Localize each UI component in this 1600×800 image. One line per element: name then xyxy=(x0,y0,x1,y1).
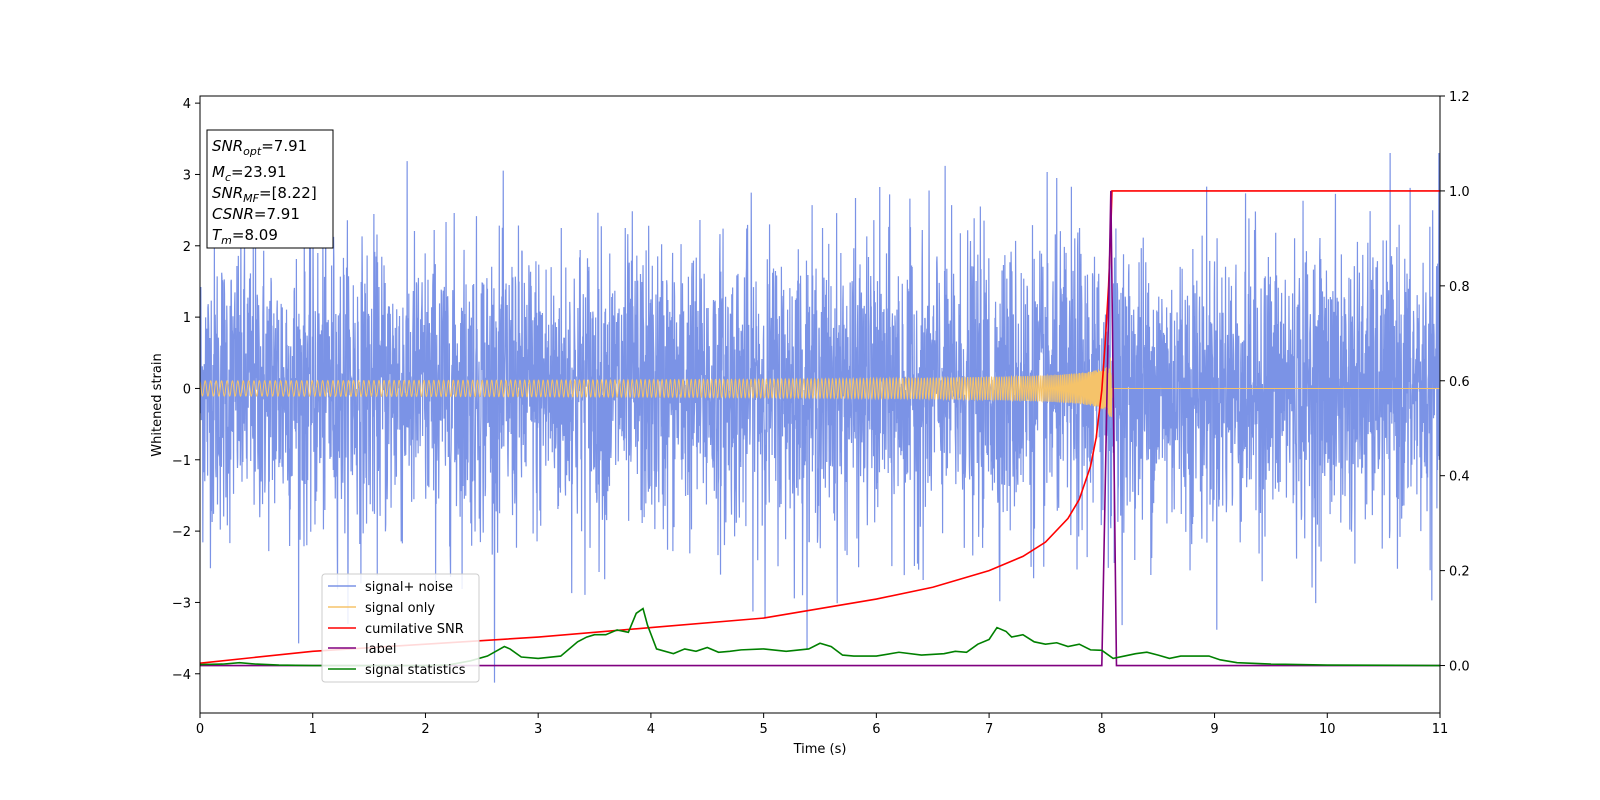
y-left-tick-label: 1 xyxy=(183,311,191,326)
legend-item-signal-noise: signal+ noise xyxy=(328,580,453,595)
x-tick-label: 5 xyxy=(759,722,767,737)
x-tick-label: 4 xyxy=(647,722,655,737)
y-left-tick-label: −1 xyxy=(172,454,191,469)
x-tick-label: 0 xyxy=(196,722,204,737)
x-tick-label: 2 xyxy=(421,722,429,737)
x-tick-label: 6 xyxy=(872,722,880,737)
y-left-tick-label: 2 xyxy=(183,240,191,255)
x-tick-label: 1 xyxy=(309,722,317,737)
y-right-tick-label: 0.2 xyxy=(1449,565,1470,580)
x-tick-label: 9 xyxy=(1210,722,1218,737)
x-tick-label: 10 xyxy=(1319,722,1336,737)
x-tick-label: 11 xyxy=(1432,722,1449,737)
legend-item-cumulative-snr: cumilative SNR xyxy=(328,622,464,637)
annotation-box: SNRopt=7.91 Mc=23.91 SNRMF=[8.22] CSNR=7… xyxy=(206,129,334,249)
y-left-tick-label: 3 xyxy=(183,168,191,183)
x-axis-ticks: 0 1 2 3 4 5 6 7 8 9 10 11 xyxy=(196,713,1448,737)
y-left-tick-label: −3 xyxy=(172,596,191,611)
y-right-tick-label: 0.6 xyxy=(1449,375,1470,390)
svg-text:signal+ noise: signal+ noise xyxy=(365,580,453,595)
y-right-tick-label: 1.2 xyxy=(1449,90,1470,105)
annotation-snr-opt: SNRopt=7.91 xyxy=(212,137,307,158)
y-axis-left-ticks: −4 −3 −2 −1 0 1 2 3 4 xyxy=(172,97,200,683)
y-axis-label: Whitened strain xyxy=(150,353,165,456)
svg-text:signal only: signal only xyxy=(365,601,435,616)
cumulative-snr-line xyxy=(200,190,1440,664)
y-left-tick-label: 4 xyxy=(183,97,191,112)
svg-text:signal statistics: signal statistics xyxy=(365,663,466,678)
x-tick-label: 7 xyxy=(985,722,993,737)
signal-noise-line xyxy=(200,153,1440,683)
y-left-tick-label: −4 xyxy=(172,668,191,683)
signal-only-line xyxy=(200,357,1440,418)
legend: signal+ noise signal only cumilative SNR… xyxy=(321,573,480,683)
annotation-tm: Tm=8.09 xyxy=(212,226,278,247)
annotation-csnr: CSNR=7.91 xyxy=(212,205,300,223)
y-axis-right-ticks: 0.0 0.2 0.4 0.6 0.8 1.0 1.2 xyxy=(1440,90,1470,675)
label-line xyxy=(200,190,1440,667)
x-tick-label: 3 xyxy=(534,722,542,737)
legend-item-signal-only: signal only xyxy=(328,601,435,616)
signal-statistics-line xyxy=(200,607,1440,667)
x-axis-label: Time (s) xyxy=(793,742,847,757)
y-left-tick-label: −2 xyxy=(172,525,191,540)
y-right-tick-label: 0.8 xyxy=(1449,280,1470,295)
y-left-tick-label: 0 xyxy=(183,382,191,397)
svg-text:label: label xyxy=(365,642,396,657)
annotation-snr-mf: SNRMF=[8.22] xyxy=(212,184,317,205)
legend-item-label: label xyxy=(328,642,396,657)
y-right-tick-label: 1.0 xyxy=(1449,185,1470,200)
annotation-mc: Mc=23.91 xyxy=(212,163,287,184)
plot-area xyxy=(200,153,1440,683)
svg-text:cumilative SNR: cumilative SNR xyxy=(365,622,464,637)
x-tick-label: 8 xyxy=(1098,722,1106,737)
axes-frame xyxy=(199,95,1441,714)
y-right-tick-label: 0.0 xyxy=(1449,660,1470,675)
legend-item-signal-statistics: signal statistics xyxy=(328,663,466,678)
y-right-tick-label: 0.4 xyxy=(1449,470,1470,485)
